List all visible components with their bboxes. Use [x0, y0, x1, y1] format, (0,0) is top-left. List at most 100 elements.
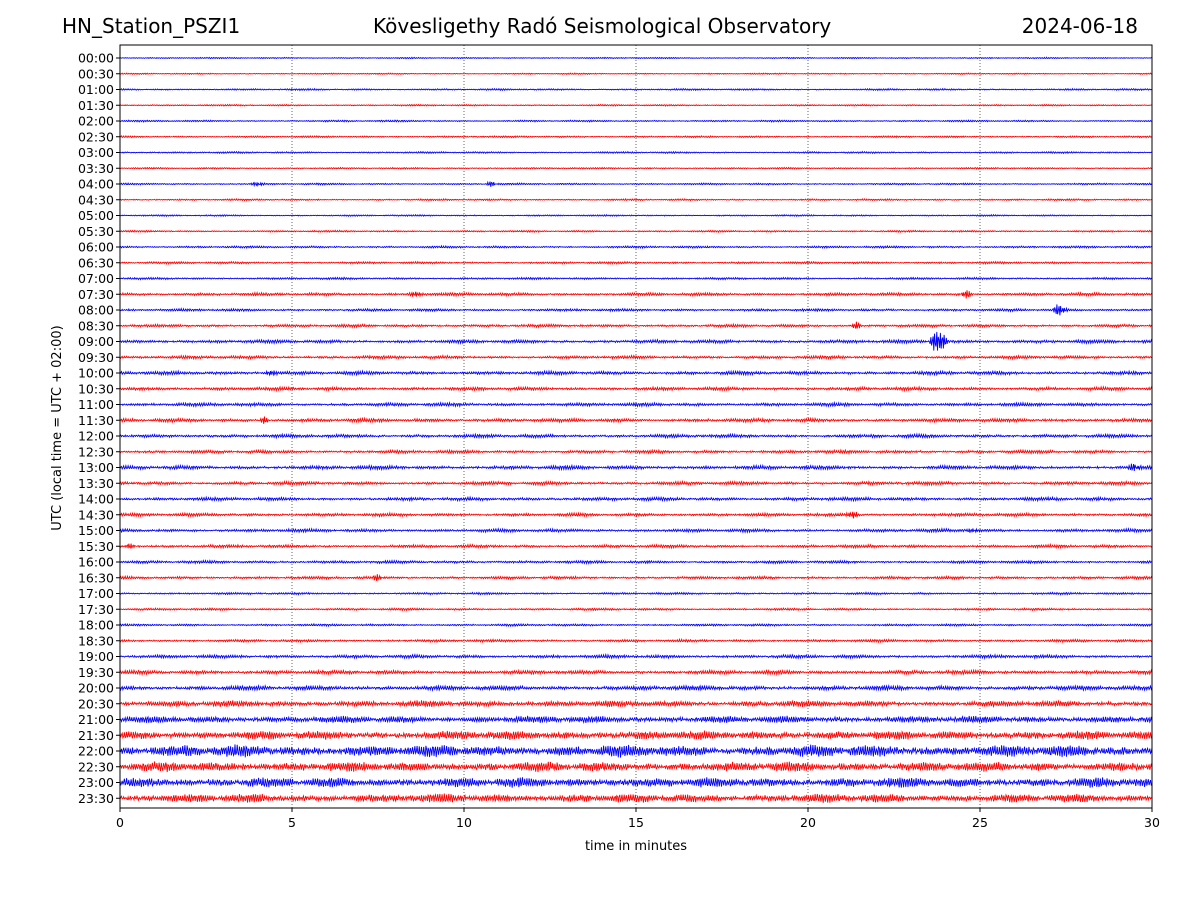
trace-0230	[119, 135, 1153, 139]
y-tick-label: 00:00	[78, 51, 114, 66]
trace-0700	[119, 276, 1153, 281]
trace-1600	[119, 559, 1153, 566]
y-tick-label: 21:00	[78, 712, 114, 727]
trace-0130	[119, 103, 1153, 107]
x-tick-label: 20	[800, 815, 816, 830]
x-tick-label: 25	[972, 815, 988, 830]
y-tick-label: 12:00	[78, 429, 114, 444]
trace-1000	[119, 369, 1153, 377]
trace-0330	[119, 166, 1153, 170]
y-tick-label: 23:30	[78, 791, 114, 806]
y-tick-label: 03:00	[78, 145, 114, 160]
trace-1300	[119, 463, 1153, 472]
y-tick-label: 04:00	[78, 177, 114, 192]
y-tick-label: 01:30	[78, 98, 114, 113]
y-tick-label: 13:30	[78, 476, 114, 491]
y-tick-label: 05:00	[78, 208, 114, 223]
trace-2330	[119, 793, 1153, 803]
x-tick-label: 5	[288, 815, 296, 830]
trace-0300	[119, 150, 1153, 155]
trace-0630	[119, 260, 1153, 265]
trace-1800	[119, 622, 1153, 628]
station-name: HN_Station_PSZI1	[62, 14, 241, 38]
x-axis-title: time in minutes	[585, 839, 687, 854]
y-tick-label: 05:30	[78, 224, 114, 239]
trace-1330	[119, 479, 1153, 487]
trace-1230	[119, 448, 1153, 456]
y-tick-label: 19:30	[78, 665, 114, 680]
trace-1730	[119, 607, 1153, 612]
trace-2130	[119, 730, 1153, 741]
y-tick-label: 14:00	[78, 492, 114, 507]
y-tick-label: 12:30	[78, 444, 114, 459]
trace-0400	[119, 180, 1153, 188]
seismogram-traces	[119, 56, 1153, 803]
y-tick-label: 11:30	[78, 413, 114, 428]
y-tick-label: 07:30	[78, 287, 114, 302]
trace-1130	[119, 416, 1153, 424]
y-tick-label: 17:00	[78, 586, 114, 601]
y-tick-label: 07:00	[78, 271, 114, 286]
y-tick-label: 21:30	[78, 728, 114, 743]
y-tick-label: 18:30	[78, 633, 114, 648]
trace-1430	[119, 511, 1153, 519]
y-tick-label: 02:00	[78, 114, 114, 129]
trace-0730	[119, 290, 1153, 299]
trace-0800	[119, 304, 1153, 316]
chart-date: 2024-06-18	[1021, 14, 1138, 38]
trace-1500	[119, 527, 1153, 534]
y-tick-label: 20:30	[78, 696, 114, 711]
y-tick-label: 06:00	[78, 240, 114, 255]
trace-0200	[119, 119, 1153, 123]
trace-1830	[119, 637, 1153, 644]
y-tick-label: 15:30	[78, 539, 114, 554]
trace-0530	[119, 229, 1153, 234]
y-tick-label: 09:30	[78, 350, 114, 365]
trace-0930	[119, 354, 1153, 361]
trace-2100	[119, 715, 1153, 725]
y-tick-label: 15:00	[78, 523, 114, 538]
y-tick-label: 10:00	[78, 366, 114, 381]
y-tick-label: 13:00	[78, 460, 114, 475]
y-tick-label: 03:30	[78, 161, 114, 176]
trace-1700	[119, 591, 1153, 596]
x-tick-label: 15	[628, 815, 644, 830]
chart-title: Kövesligethy Radó Seismological Observat…	[373, 14, 832, 38]
trace-0500	[119, 213, 1153, 218]
x-tick-label: 30	[1144, 815, 1160, 830]
y-tick-label: 02:30	[78, 129, 114, 144]
trace-0830	[119, 321, 1153, 329]
y-tick-label: 18:00	[78, 618, 114, 633]
y-tick-label: 14:30	[78, 507, 114, 522]
trace-0430	[119, 197, 1153, 202]
trace-1930	[119, 668, 1153, 677]
trace-0100	[119, 87, 1153, 92]
y-tick-label: 10:30	[78, 381, 114, 396]
y-tick-label: 09:00	[78, 334, 114, 349]
y-tick-label: 22:00	[78, 744, 114, 759]
trace-1100	[119, 400, 1153, 409]
trace-1030	[119, 385, 1153, 393]
y-tick-label: 00:30	[78, 66, 114, 81]
y-axis-title: UTC (local time = UTC + 02:00)	[50, 325, 65, 530]
trace-0000	[119, 56, 1153, 60]
trace-2300	[119, 777, 1153, 788]
x-axis: 0 5 10 15 20 25 30	[116, 808, 1160, 830]
y-tick-label: 23:00	[78, 775, 114, 790]
trace-1630	[119, 574, 1153, 582]
trace-1200	[119, 432, 1153, 440]
trace-1900	[119, 652, 1153, 660]
y-tick-label: 16:00	[78, 555, 114, 570]
trace-2030	[119, 699, 1153, 709]
y-axis: 00:0000:3001:0001:3002:0002:3003:0003:30…	[78, 51, 120, 806]
y-tick-label: 08:00	[78, 303, 114, 318]
trace-0030	[119, 72, 1153, 76]
trace-0600	[119, 244, 1153, 250]
y-tick-label: 16:30	[78, 570, 114, 585]
y-tick-label: 06:30	[78, 255, 114, 270]
trace-1400	[119, 495, 1153, 503]
trace-2000	[119, 683, 1153, 692]
y-tick-label: 04:30	[78, 192, 114, 207]
y-tick-label: 22:30	[78, 759, 114, 774]
